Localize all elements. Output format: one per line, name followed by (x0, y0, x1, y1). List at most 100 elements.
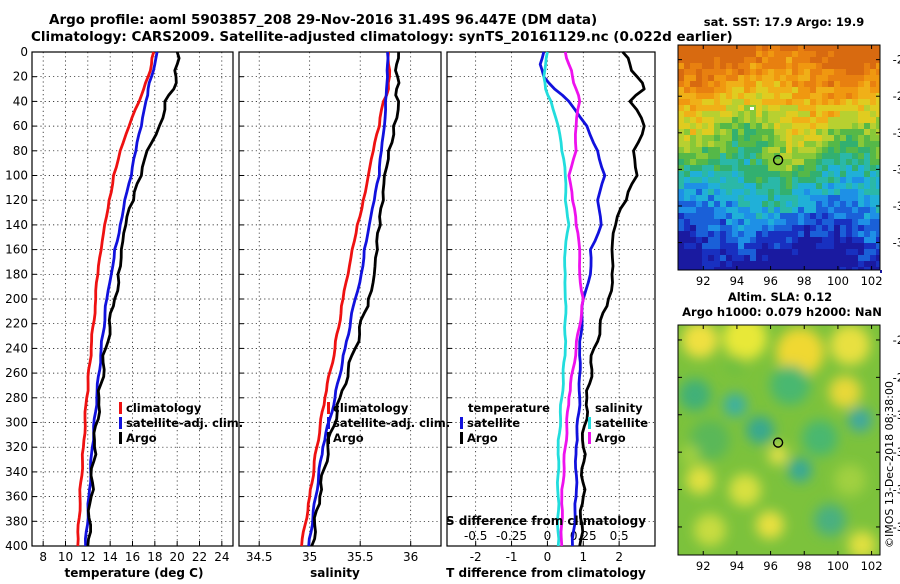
sst-cell (822, 117, 828, 123)
sst-cell (696, 135, 702, 141)
sst-cell (864, 123, 870, 129)
sst-cell (810, 213, 816, 219)
sst-cell (762, 243, 768, 249)
sst-cell (774, 99, 780, 105)
sst-cell (702, 201, 708, 207)
sst-cell (876, 69, 882, 75)
sst-cell (726, 105, 732, 111)
sst-cell (822, 195, 828, 201)
sla-blob (690, 420, 730, 460)
sst-cell (696, 201, 702, 207)
sst-cell (810, 225, 816, 231)
sst-cell (810, 183, 816, 189)
sst-cell (816, 57, 822, 63)
sst-cell (696, 225, 702, 231)
sst-cell (870, 111, 876, 117)
sst-cell (762, 99, 768, 105)
sst-cell (696, 255, 702, 261)
sst-cell (816, 69, 822, 75)
sst-cell (792, 141, 798, 147)
legend-label-satellite: satellite-adj. clim. (126, 416, 243, 430)
sst-cell (732, 249, 738, 255)
sst-cell (876, 141, 882, 147)
sst-cell (702, 159, 708, 165)
sst-cell (720, 63, 726, 69)
legend-label-t-argo: Argo (467, 431, 498, 445)
sst-cell (822, 207, 828, 213)
sst-cell (858, 153, 864, 159)
sst-cell (828, 153, 834, 159)
sla-blob (830, 325, 870, 365)
sst-cell (726, 219, 732, 225)
sst-cell (816, 117, 822, 123)
sst-cell (810, 153, 816, 159)
sst-cell (738, 255, 744, 261)
y-tick-label: 260 (5, 366, 28, 380)
sst-cell (750, 177, 756, 183)
sst-cell (738, 237, 744, 243)
difference-top-label: S difference from climatology (446, 514, 646, 528)
sst-cell (822, 93, 828, 99)
sla-blob (776, 328, 824, 376)
sst-cell (744, 153, 750, 159)
sla-field (678, 325, 880, 555)
sst-cell (834, 153, 840, 159)
sst-cell (858, 249, 864, 255)
sst-cell (822, 165, 828, 171)
sst-cell (786, 123, 792, 129)
sst-cell (792, 159, 798, 165)
sst-cell (732, 225, 738, 231)
sst-cell (822, 171, 828, 177)
sst-cell (696, 231, 702, 237)
sst-cell (756, 237, 762, 243)
sst-cell (678, 231, 684, 237)
sst-cell (822, 261, 828, 267)
series-line-climatology (76, 51, 156, 547)
sst-cell (852, 249, 858, 255)
sst-cell (804, 219, 810, 225)
series-line-argo (310, 51, 401, 547)
sst-cell (864, 153, 870, 159)
sst-cell (828, 213, 834, 219)
sst-cell (696, 81, 702, 87)
sst-cell (852, 207, 858, 213)
sst-cell (720, 69, 726, 75)
sst-cell (714, 201, 720, 207)
sst-cell (684, 63, 690, 69)
sst-cell (780, 153, 786, 159)
sst-cell (858, 141, 864, 147)
sst-cell (744, 117, 750, 123)
sst-cell (822, 153, 828, 159)
sst-cell (852, 243, 858, 249)
sst-cell (864, 147, 870, 153)
sst-cell (738, 63, 744, 69)
sst-cell (708, 189, 714, 195)
sst-cell (780, 171, 786, 177)
sst-cell (684, 57, 690, 63)
sst-cell (840, 165, 846, 171)
sst-cell (738, 201, 744, 207)
sst-cell (738, 51, 744, 57)
sst-cell (738, 171, 744, 177)
sst-cell (720, 165, 726, 171)
sst-cell (822, 141, 828, 147)
sst-cell (690, 189, 696, 195)
sst-cell (780, 51, 786, 57)
sst-cell (684, 177, 690, 183)
sst-cell (678, 243, 684, 249)
sst-cell (726, 57, 732, 63)
sst-cell (786, 225, 792, 231)
sst-cell (828, 237, 834, 243)
sst-cell (732, 87, 738, 93)
y-tick-label: 220 (5, 317, 28, 331)
sst-cell (804, 69, 810, 75)
sla-blob (756, 511, 784, 539)
sst-cell (738, 249, 744, 255)
sst-cell (846, 201, 852, 207)
sst-cell (798, 111, 804, 117)
sst-cell (834, 141, 840, 147)
sst-cell (762, 207, 768, 213)
sst-cell (834, 207, 840, 213)
sst-cell (702, 81, 708, 87)
sst-cell (780, 81, 786, 87)
